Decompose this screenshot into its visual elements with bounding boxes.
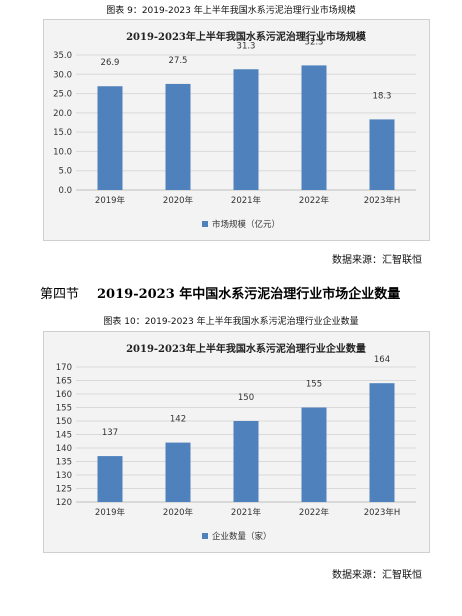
bar (301, 407, 327, 502)
section-title: 2019-2023 年中国水系污泥治理行业市场企业数量 (97, 287, 401, 302)
section-number: 第四节 (40, 287, 80, 302)
section-heading: 第四节 2019-2023 年中国水系污泥治理行业市场企业数量 (40, 283, 400, 302)
y-tick-label: 5.0 (58, 167, 72, 177)
data-label: 27.5 (169, 56, 188, 66)
y-tick-label: 130 (56, 471, 72, 481)
y-tick-label: 30.0 (53, 70, 72, 80)
x-tick-label: 2023年H (364, 195, 401, 206)
y-tick-label: 35.0 (53, 51, 72, 61)
legend-label: 市场规模（亿元） (212, 219, 280, 230)
legend-swatch (202, 221, 208, 227)
bar (97, 456, 123, 502)
figure-10-source: 数据来源：汇智联恒 (332, 570, 422, 581)
data-label: 142 (170, 415, 186, 425)
legend-swatch (202, 533, 208, 539)
bar (369, 119, 395, 190)
x-tick-label: 2021年 (231, 507, 262, 518)
y-tick-label: 160 (56, 390, 72, 400)
y-tick-label: 140 (56, 444, 72, 454)
y-tick-label: 165 (56, 377, 72, 387)
bar (165, 83, 191, 190)
bar (233, 69, 259, 190)
chart-title: 2019-2023年上半年我国水系污泥治理行业市场规模 (126, 30, 367, 43)
data-label: 150 (238, 393, 254, 403)
x-tick-label: 2019年 (95, 195, 126, 206)
figure-9-source: 数据来源：汇智联恒 (332, 255, 422, 266)
market-size-chart: 2019-2023年上半年我国水系污泥治理行业市场规模 0.0 5.0 10.0 15.… (43, 19, 430, 241)
y-tick-label: 0.0 (58, 186, 72, 196)
x-tick-label: 2021年 (231, 195, 262, 206)
bar (97, 86, 123, 190)
y-tick-label: 25.0 (53, 90, 72, 100)
data-label: 26.9 (101, 58, 120, 68)
data-label: 32.3 (305, 37, 324, 47)
x-tick-label: 2020年 (163, 507, 194, 518)
legend: 市场规模（亿元） (202, 219, 280, 230)
bar (165, 442, 191, 502)
chart-title: 2019-2023年上半年我国水系污泥治理行业企业数量 (126, 342, 366, 355)
data-label: 31.3 (237, 41, 256, 51)
y-tick-label: 20.0 (53, 109, 72, 119)
figure-9-caption: 图表 9：2019-2023 年上半年我国水系污泥治理行业市场规模 (106, 6, 356, 16)
y-tick-label: 155 (56, 404, 72, 414)
y-tick-label: 145 (56, 431, 72, 441)
bar (301, 65, 327, 190)
legend: 企业数量（家） (202, 531, 272, 542)
enterprise-count-chart-svg: 2019-2023年上半年我国水系污泥治理行业企业数量 120 125 130 135 1… (56, 342, 416, 542)
y-tick-label: 10.0 (53, 147, 72, 157)
y-tick-label: 120 (56, 498, 72, 508)
data-label: 164 (374, 355, 390, 365)
x-tick-label: 2022年 (299, 507, 330, 518)
market-size-chart-svg: 2019-2023年上半年我国水系污泥治理行业市场规模 0.0 5.0 10.0 15.… (53, 30, 416, 230)
figure-10-caption: 图表 10：2019-2023 年上半年我国水系污泥治理行业企业数量 (103, 317, 359, 327)
bar (369, 383, 395, 502)
data-label: 18.3 (373, 91, 392, 101)
y-tick-label: 135 (56, 458, 72, 468)
y-tick-label: 15.0 (53, 128, 72, 138)
x-tick-label: 2020年 (163, 195, 194, 206)
data-label: 137 (102, 428, 118, 438)
x-tick-label: 2019年 (95, 507, 126, 518)
x-tick-label: 2022年 (299, 195, 330, 206)
enterprise-count-chart: 2019-2023年上半年我国水系污泥治理行业企业数量 120 125 130 135 1… (43, 331, 430, 553)
bar (233, 421, 259, 502)
legend-label: 企业数量（家） (212, 531, 272, 542)
y-tick-label: 125 (56, 485, 72, 495)
data-label: 155 (306, 380, 322, 390)
x-tick-label: 2023年H (364, 507, 401, 518)
y-tick-label: 150 (56, 417, 72, 427)
y-tick-label: 170 (56, 363, 72, 373)
